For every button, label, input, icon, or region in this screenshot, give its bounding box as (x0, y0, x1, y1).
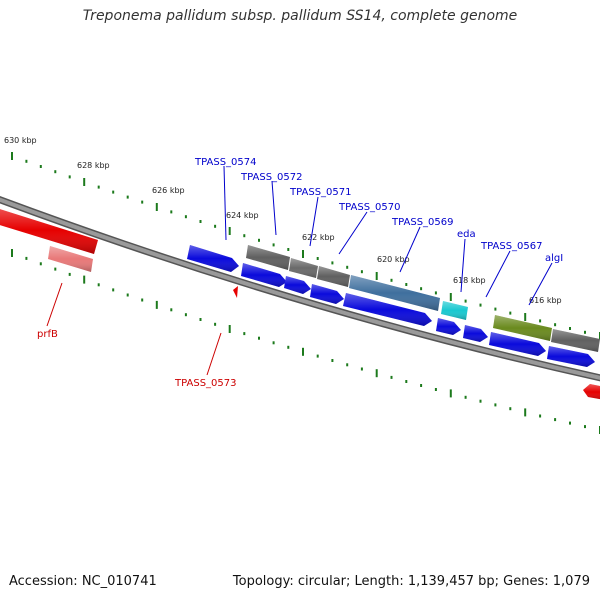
gene-tpass-0567-feature[interactable] (493, 315, 552, 341)
tick-label-620: 620 kbp (377, 255, 410, 264)
tick-label-616: 616 kbp (529, 296, 562, 305)
label-tpass-0574[interactable]: TPASS_0574 (194, 157, 256, 168)
gene-blue-2-feature[interactable] (241, 263, 287, 287)
label-tpass-0572[interactable]: TPASS_0572 (240, 172, 302, 183)
inner-tick-track (11, 249, 600, 434)
label-tpass-0573[interactable]: TPASS_0573 (174, 378, 236, 389)
label-algi[interactable]: algI (545, 253, 563, 264)
gene-labels: TPASS_0574 TPASS_0572 TPASS_0571 TPASS_0… (37, 157, 563, 389)
gene-blue-5-feature[interactable] (343, 293, 432, 326)
gene-algi-feature[interactable] (551, 329, 600, 352)
gene-blue-8-feature[interactable] (489, 332, 546, 356)
gene-row-inner (48, 245, 600, 400)
gene-tpass-0570a-feature[interactable] (317, 266, 350, 287)
gene-blue-3-feature[interactable] (284, 276, 311, 294)
gene-row-outer (0, 206, 600, 352)
tick-label-630: 630 kbp (4, 136, 37, 145)
backbone (0, 195, 600, 382)
tick-label-622: 622 kbp (302, 233, 335, 242)
gene-prfb-outer-feature[interactable] (0, 206, 98, 254)
tick-label-628: 628 kbp (77, 161, 110, 170)
gene-blue-6-feature[interactable] (436, 318, 461, 335)
label-eda[interactable]: eda (457, 229, 476, 240)
tick-label-624: 624 kbp (226, 211, 259, 220)
outer-tick-track (11, 152, 600, 340)
label-prfb[interactable]: prfB (37, 329, 58, 340)
gene-tpass-0572-feature[interactable] (246, 245, 290, 270)
gene-blue-9-feature[interactable] (547, 346, 595, 367)
label-tpass-0571[interactable]: TPASS_0571 (289, 187, 351, 198)
map-title: Treponema pallidum subsp. pallidum SS14,… (82, 8, 518, 24)
genome-stats-text: Topology: circular; Length: 1,139,457 bp… (232, 574, 590, 589)
gene-tpass-0574-feature[interactable] (187, 245, 239, 272)
gene-eda-feature[interactable] (441, 301, 468, 320)
gene-tpass-0573-feature[interactable] (233, 286, 238, 298)
gene-prfb-inner-feature[interactable] (48, 246, 93, 272)
gene-red-edge-feature[interactable] (583, 384, 600, 400)
label-tpass-0567[interactable]: TPASS_0567 (480, 241, 542, 252)
accession-text: Accession: NC_010741 (9, 574, 157, 589)
tick-label-618: 618 kbp (453, 276, 486, 285)
tick-label-626: 626 kbp (152, 186, 185, 195)
label-tpass-0570[interactable]: TPASS_0570 (338, 202, 400, 213)
scale-labels: 630 kbp 628 kbp 626 kbp 624 kbp 622 kbp … (4, 136, 562, 305)
gene-blue-7-feature[interactable] (463, 325, 488, 342)
gene-blue-4-feature[interactable] (310, 284, 344, 304)
gene-tpass-0571-feature[interactable] (289, 258, 318, 278)
gene-tpass-0569-feature[interactable] (349, 275, 440, 311)
label-leaders (46, 165, 553, 376)
label-tpass-0569[interactable]: TPASS_0569 (391, 217, 453, 228)
